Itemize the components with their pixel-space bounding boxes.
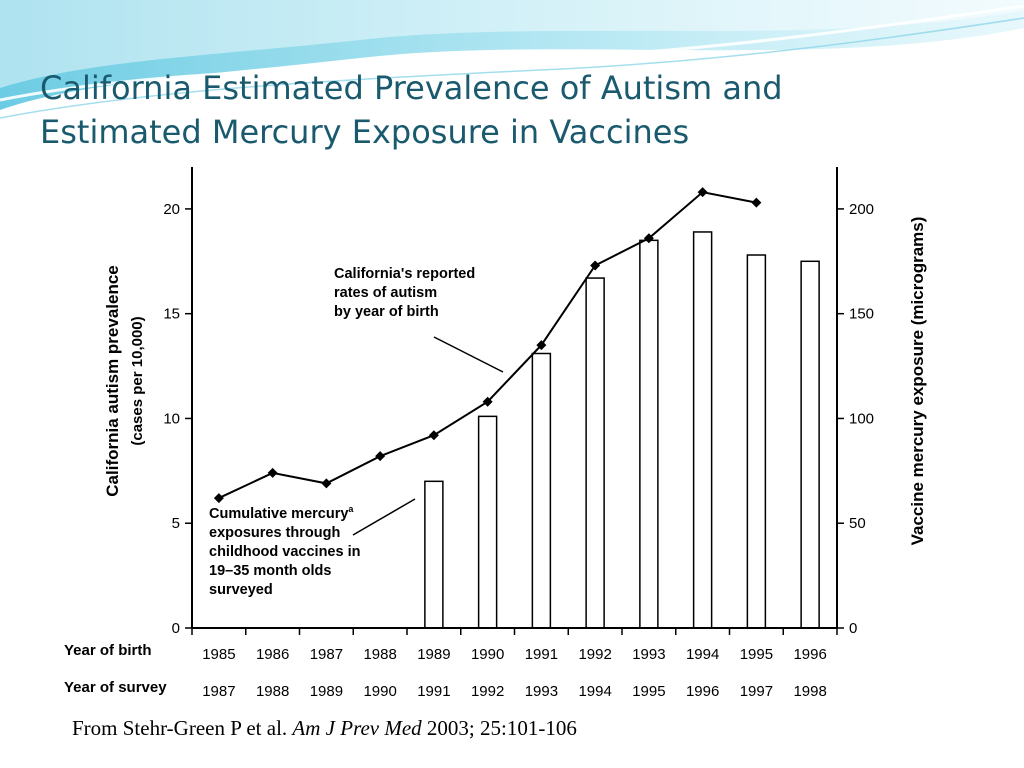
point-1986 xyxy=(267,467,278,478)
bar-annotation-leader xyxy=(352,498,416,536)
wave-line-thin xyxy=(0,17,1024,119)
citation-authors: From Stehr-Green P et al. xyxy=(72,716,288,740)
left-tick-label: 15 xyxy=(163,306,180,323)
wave-band-highlight xyxy=(0,0,1024,88)
line-annotation-leader xyxy=(433,336,504,373)
left-tick-label: 5 xyxy=(172,515,180,532)
left-tick-label: 0 xyxy=(172,620,180,637)
tick-label-survey-1992: 1992 xyxy=(471,683,504,700)
tick-label-birth-1985: 1985 xyxy=(202,646,235,663)
right-tick-label: 50 xyxy=(849,515,866,532)
point-1988 xyxy=(375,451,386,462)
point-1993 xyxy=(643,233,654,244)
slide-title-line-2: Estimated Mercury Exposure in Vaccines xyxy=(40,113,690,151)
line-annotation-text: by year of birth xyxy=(334,304,439,320)
bar-annotation-text: surveyed xyxy=(209,582,273,598)
citation: From Stehr-Green P et al. Am J Prev Med … xyxy=(72,716,577,741)
bar-1994 xyxy=(692,231,713,629)
tick-label-survey-1991: 1991 xyxy=(417,683,450,700)
tick-label-birth-1988: 1988 xyxy=(363,646,396,663)
citation-journal: Am J Prev Med xyxy=(292,716,422,740)
point-1987 xyxy=(321,478,332,489)
axis-labels: Year of birth Year of survey 1985 1986 1987 1… xyxy=(64,217,927,700)
tick-label-birth-1994: 1994 xyxy=(686,646,719,663)
bar-1991 xyxy=(531,352,552,629)
right-tick-label: 0 xyxy=(849,620,857,637)
bar-1996 xyxy=(800,260,820,629)
tick-label-birth-1996: 1996 xyxy=(793,646,826,663)
slide-title: California Estimated Prevalence of Autis… xyxy=(40,66,1000,154)
wave-line xyxy=(0,4,1024,102)
tick-label-survey-1997: 1997 xyxy=(740,683,773,700)
line-annotation-text: California's reported xyxy=(334,266,475,282)
tick-label-survey-1989: 1989 xyxy=(310,683,343,700)
bar-1990 xyxy=(477,415,498,629)
tick-label-survey-1996: 1996 xyxy=(686,683,719,700)
tick-label-survey-1987: 1987 xyxy=(202,683,235,700)
point-1992 xyxy=(590,260,601,271)
tick-label-birth-1990: 1990 xyxy=(471,646,504,663)
right-tick-label: 150 xyxy=(849,306,874,323)
tick-label-survey-1993: 1993 xyxy=(525,683,558,700)
tick-label-birth-1993: 1993 xyxy=(632,646,665,663)
right-tick-label: 200 xyxy=(849,201,874,218)
point-1995 xyxy=(751,197,762,208)
tick-label-birth-1986: 1986 xyxy=(256,646,289,663)
left-axis-subtitle: (cases per 10,000) xyxy=(129,316,146,445)
left-axis-title: California autism prevalence xyxy=(103,265,122,496)
right-tick-label: 100 xyxy=(849,410,874,427)
left-tick-label: 10 xyxy=(163,410,180,427)
bar-annotation-superscript: a xyxy=(348,504,354,514)
tick-label-survey-1998: 1998 xyxy=(793,683,826,700)
slide-title-line-1: California Estimated Prevalence of Autis… xyxy=(40,69,783,107)
bar-1995 xyxy=(746,254,767,629)
point-1985 xyxy=(213,493,224,504)
line-series xyxy=(213,187,762,504)
right-axis-title: Vaccine mercury exposure (micrograms) xyxy=(908,217,927,546)
tick-label-birth-1991: 1991 xyxy=(525,646,558,663)
point-1989 xyxy=(428,430,439,441)
point-1991 xyxy=(536,340,547,351)
citation-details: 2003; 25:101-106 xyxy=(426,716,577,740)
tick-label-birth-1992: 1992 xyxy=(578,646,611,663)
bar-1993 xyxy=(639,239,659,629)
bar-annotation-text: Cumulative mercurya xyxy=(209,504,354,522)
chart-background xyxy=(60,163,940,708)
line-annotation-text: rates of autism xyxy=(334,285,437,301)
tick-label-survey-1990: 1990 xyxy=(363,683,396,700)
bar-1992 xyxy=(585,277,605,629)
tick-label-birth-1989: 1989 xyxy=(417,646,450,663)
tick-label-survey-1995: 1995 xyxy=(632,683,665,700)
bar-annotation-text: exposures through xyxy=(209,525,340,541)
tick-label-survey-1988: 1988 xyxy=(256,683,289,700)
tick-label-birth-1995: 1995 xyxy=(740,646,773,663)
wave-band-back xyxy=(0,0,1024,110)
point-1994 xyxy=(697,187,708,198)
chart-annotations: California's reported rates of autism by y… xyxy=(209,266,504,598)
decorative-wave-header xyxy=(0,0,1024,119)
row-label-year-of-survey: Year of survey xyxy=(64,679,167,696)
tick-label-survey-1994: 1994 xyxy=(578,683,611,700)
point-1990 xyxy=(482,396,493,407)
tick-label-birth-1987: 1987 xyxy=(310,646,343,663)
bar-annotation-text: childhood vaccines in xyxy=(209,544,360,560)
bar-1989 xyxy=(424,480,444,629)
row-label-year-of-birth: Year of birth xyxy=(64,642,152,659)
left-tick-label: 20 xyxy=(163,201,180,218)
bar-series xyxy=(424,231,820,629)
bar-annotation-text: 19–35 month olds xyxy=(209,563,331,579)
